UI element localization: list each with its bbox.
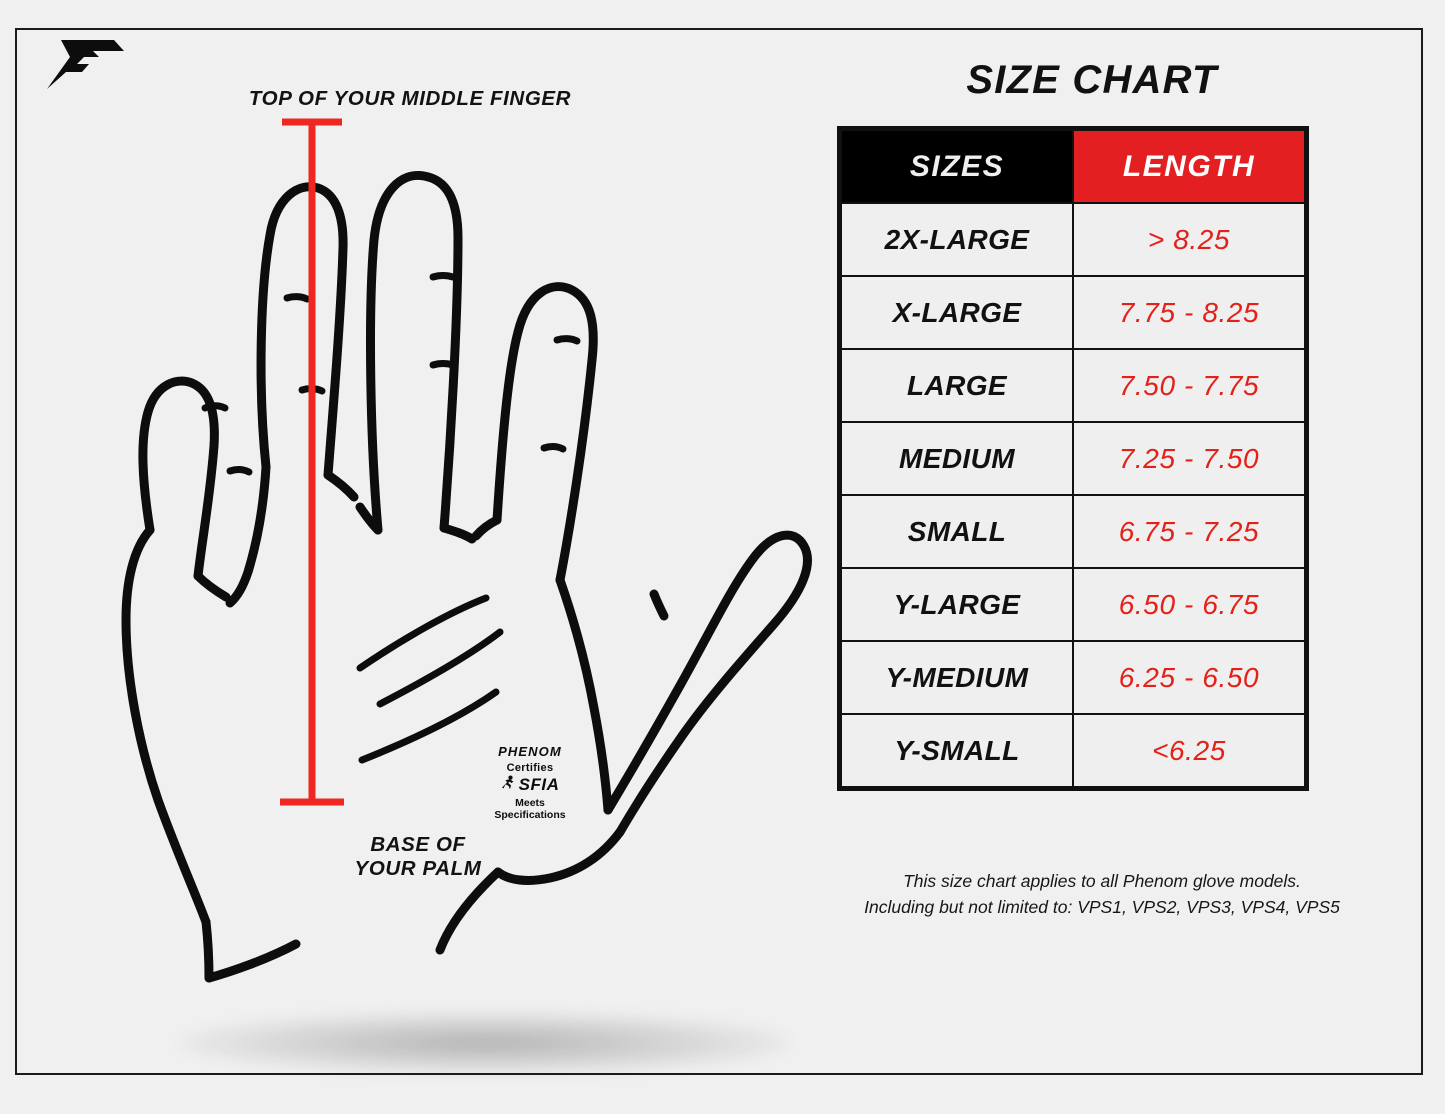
size-chart-table: SIZES LENGTH 2X-LARGE > 8.25 X-LARGE 7.75 -… bbox=[837, 126, 1309, 791]
table-row: Y-LARGE 6.50 - 6.75 bbox=[840, 567, 1306, 642]
size-label-cell: 2X-LARGE bbox=[840, 202, 1074, 277]
size-label-cell: X-LARGE bbox=[840, 275, 1074, 350]
footnote-line-2: Including but not limited to: VPS1, VPS2… bbox=[864, 897, 1340, 918]
column-header-sizes: SIZES bbox=[840, 129, 1074, 204]
badge-sfia-row: SFIA bbox=[482, 775, 578, 795]
table-row: MEDIUM 7.25 - 7.50 bbox=[840, 421, 1306, 496]
footnote-line-1: This size chart applies to all Phenom gl… bbox=[903, 871, 1301, 891]
size-chart-title: SIZE CHART bbox=[966, 58, 1218, 102]
length-value-cell: > 8.25 bbox=[1072, 202, 1306, 277]
badge-certifies-label: Certifies bbox=[506, 762, 554, 774]
length-value-cell: <6.25 bbox=[1072, 713, 1306, 788]
sfia-runner-icon bbox=[501, 775, 517, 795]
table-row: Y-MEDIUM 6.25 - 6.50 bbox=[840, 640, 1306, 715]
hand-drop-shadow bbox=[180, 1012, 790, 1074]
hand-outline-illustration bbox=[30, 60, 820, 1000]
badge-meets-label: Meets Specifications bbox=[494, 797, 566, 822]
table-row: X-LARGE 7.75 - 8.25 bbox=[840, 275, 1306, 350]
size-chart-panel: SIZE CHART SIZES LENGTH 2X-LARGE > 8.25 X-… bbox=[822, 36, 1412, 1026]
size-label-cell: SMALL bbox=[840, 494, 1074, 569]
table-row: SMALL 6.75 - 7.25 bbox=[840, 494, 1306, 569]
table-row: 2X-LARGE > 8.25 bbox=[840, 202, 1306, 277]
length-value-cell: 6.50 - 6.75 bbox=[1072, 567, 1306, 642]
top-of-middle-finger-label: TOP OF YOUR MIDDLE FINGER bbox=[248, 87, 572, 110]
hand-measurement-diagram: TOP OF YOUR MIDDLE FINGER bbox=[30, 60, 820, 1074]
size-label-cell: MEDIUM bbox=[840, 421, 1074, 496]
length-value-cell: 6.25 - 6.50 bbox=[1072, 640, 1306, 715]
column-header-length: LENGTH bbox=[1072, 129, 1306, 204]
length-value-cell: 7.50 - 7.75 bbox=[1072, 348, 1306, 423]
badge-org-label: SFIA bbox=[518, 775, 560, 794]
length-value-cell: 7.25 - 7.50 bbox=[1072, 421, 1306, 496]
size-label-cell: LARGE bbox=[840, 348, 1074, 423]
size-label-cell: Y-MEDIUM bbox=[840, 640, 1074, 715]
table-row: Y-SMALL <6.25 bbox=[840, 713, 1306, 788]
base-of-palm-label: BASE OF YOUR PALM bbox=[354, 833, 482, 881]
size-label-cell: Y-SMALL bbox=[840, 713, 1074, 788]
table-header-row: SIZES LENGTH bbox=[840, 129, 1306, 204]
length-value-cell: 7.75 - 8.25 bbox=[1072, 275, 1306, 350]
sfia-certification-badge: PHENOM Certifies SFIA Meets Specificatio… bbox=[482, 744, 578, 821]
badge-brand-label: PHENOM bbox=[498, 744, 562, 759]
length-value-cell: 6.75 - 7.25 bbox=[1072, 494, 1306, 569]
table-row: LARGE 7.50 - 7.75 bbox=[840, 348, 1306, 423]
size-chart-footnote: This size chart applies to all Phenom gl… bbox=[822, 868, 1382, 921]
phenom-p-bolt-logo bbox=[44, 32, 130, 94]
size-label-cell: Y-LARGE bbox=[840, 567, 1074, 642]
